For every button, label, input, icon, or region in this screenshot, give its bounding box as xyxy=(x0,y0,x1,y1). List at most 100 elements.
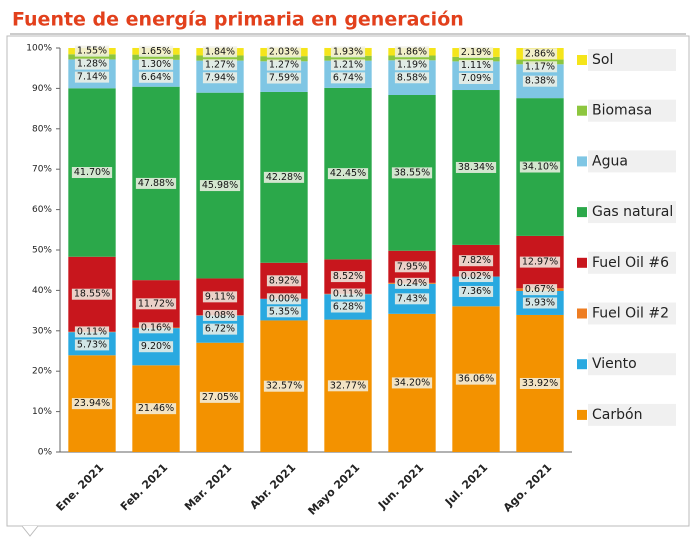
legend-label: Carbón xyxy=(592,407,642,423)
value-label: 0.08% xyxy=(205,310,235,321)
bar-segment xyxy=(260,56,308,62)
value-label-box xyxy=(202,72,238,84)
value-label-box xyxy=(266,72,302,84)
value-label-box xyxy=(202,309,238,321)
value-label: 1.27% xyxy=(269,60,299,71)
value-label: 11.72% xyxy=(138,298,174,309)
value-label: 1.93% xyxy=(333,46,363,57)
value-label: 7.59% xyxy=(269,73,299,84)
value-label-box xyxy=(138,341,174,353)
value-label-box xyxy=(74,58,110,70)
value-label-box xyxy=(71,398,113,410)
bar-segment xyxy=(388,55,436,61)
bar-segment xyxy=(324,55,372,61)
value-label: 12.97% xyxy=(522,257,558,268)
value-label-box xyxy=(394,72,430,84)
value-label: 8.52% xyxy=(333,271,363,282)
value-label: 2.86% xyxy=(525,48,555,59)
value-label: 38.34% xyxy=(458,162,494,173)
bar-segment xyxy=(132,54,180,60)
value-label: 8.92% xyxy=(269,275,299,286)
value-label-box xyxy=(330,46,366,58)
value-label: 34.20% xyxy=(394,377,430,388)
value-label-box xyxy=(519,161,561,173)
legend-label: Fuel Oil #6 xyxy=(592,255,669,271)
value-label: 5.93% xyxy=(525,297,555,308)
legend-label: Gas natural xyxy=(592,204,673,220)
value-label: 1.17% xyxy=(525,61,555,72)
value-label-box xyxy=(202,59,238,71)
value-label-box xyxy=(71,167,113,179)
legend-swatch xyxy=(577,105,587,116)
value-label-box xyxy=(199,391,241,403)
value-label: 47.88% xyxy=(138,178,174,189)
value-label: 6.74% xyxy=(333,72,363,83)
value-label: 7.36% xyxy=(461,286,491,297)
value-label-box xyxy=(138,71,174,83)
y-tick-label: 10% xyxy=(32,407,52,417)
value-label: 1.84% xyxy=(205,46,235,57)
x-tick-label: Jun. 2021 xyxy=(375,461,426,512)
legend-bg xyxy=(588,150,676,173)
value-label: 27.05% xyxy=(202,392,238,403)
value-label-box xyxy=(330,271,366,283)
value-label: 8.38% xyxy=(525,76,555,87)
value-label-box xyxy=(522,75,558,87)
value-label: 18.55% xyxy=(74,289,110,300)
value-label: 1.86% xyxy=(397,46,427,57)
frame-pointer xyxy=(21,525,39,537)
legend-bg xyxy=(588,353,676,376)
legend-swatch xyxy=(577,55,587,65)
bar-segment xyxy=(68,54,116,60)
value-label-box xyxy=(266,46,302,58)
value-label-box xyxy=(74,326,110,338)
legend-swatch xyxy=(577,257,587,268)
value-label: 1.65% xyxy=(141,46,171,57)
value-label: 45.98% xyxy=(202,180,238,191)
value-label: 7.09% xyxy=(461,73,491,84)
value-label: 0.16% xyxy=(141,322,171,333)
x-tick-label: Ago. 2021 xyxy=(501,461,554,514)
legend-bg xyxy=(588,201,676,224)
value-label: 32.77% xyxy=(330,380,366,391)
value-label-box xyxy=(135,403,177,415)
value-label: 1.21% xyxy=(333,59,363,70)
value-label: 2.19% xyxy=(461,47,491,58)
value-label-box xyxy=(327,380,369,392)
value-label-box xyxy=(263,380,305,392)
x-tick-label: Mayo 2021 xyxy=(306,461,363,518)
y-tick-label: 0% xyxy=(38,448,53,458)
y-tick-label: 90% xyxy=(32,84,52,94)
value-label-box xyxy=(522,284,558,296)
value-label: 1.30% xyxy=(141,59,171,70)
value-label: 1.11% xyxy=(461,60,491,71)
legend-label: Agua xyxy=(592,153,628,169)
chart-title: Fuente de energía primaria en generación xyxy=(12,9,464,31)
y-tick-label: 50% xyxy=(32,246,52,256)
bar-segment xyxy=(452,56,500,62)
frame xyxy=(6,35,690,527)
value-label: 1.27% xyxy=(205,59,235,70)
value-label-box xyxy=(394,59,430,71)
value-label-box xyxy=(330,288,366,300)
value-label: 23.94% xyxy=(74,398,110,409)
value-label-box xyxy=(327,168,369,180)
value-label: 41.70% xyxy=(74,167,110,178)
value-label-box xyxy=(391,377,433,389)
value-label: 38.55% xyxy=(394,167,430,178)
y-tick-label: 60% xyxy=(32,205,52,215)
value-label-box xyxy=(202,323,238,335)
legend-bg xyxy=(588,49,676,71)
value-label: 9.11% xyxy=(205,291,235,302)
y-tick-label: 100% xyxy=(26,44,52,54)
value-label: 32.57% xyxy=(266,381,302,392)
legend-swatch xyxy=(577,308,587,319)
legend-swatch xyxy=(577,409,587,420)
legend-label: Fuel Oil #2 xyxy=(592,306,669,322)
value-label: 36.06% xyxy=(458,374,494,385)
value-label-box xyxy=(455,373,497,385)
value-label: 1.19% xyxy=(397,59,427,70)
x-tick-label: Ene. 2021 xyxy=(54,461,107,514)
value-label-box xyxy=(458,255,494,267)
